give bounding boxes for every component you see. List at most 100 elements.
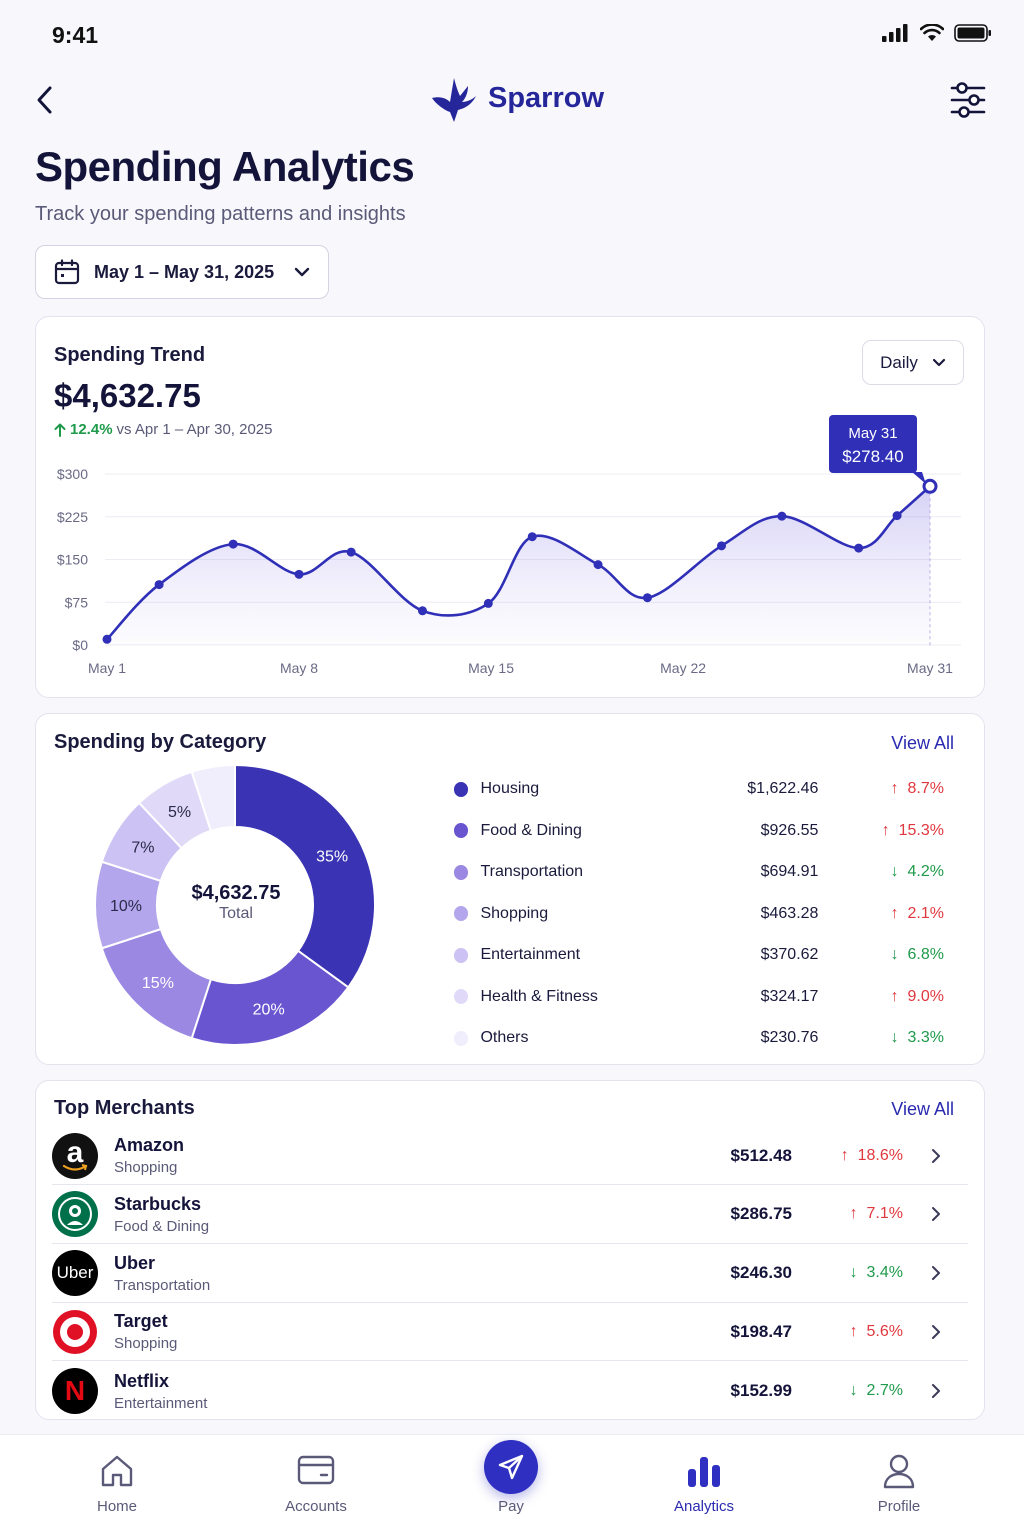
category-change-value: 8.7% <box>907 780 944 797</box>
arrow-down-icon: ↓ <box>849 1382 858 1400</box>
spending-by-category-card: Spending by Category View All 35% 20% 15% 1… <box>35 713 985 1065</box>
category-change: ↑ 2.1% <box>818 905 944 923</box>
back-button[interactable] <box>28 82 60 118</box>
tab-pay[interactable]: Pay <box>451 1435 571 1536</box>
category-row[interactable]: Housing $1,622.46 ↑ 8.7% <box>454 776 944 802</box>
target-logo-icon <box>52 1308 98 1355</box>
trend-total: $4,632.75 <box>54 377 201 414</box>
tab-label: Home <box>96 1498 137 1515</box>
tab-home[interactable]: Home <box>57 1435 177 1536</box>
merchant-row[interactable]: Uber Uber Transportation $246.30 ↓ 3.4% <box>52 1245 968 1303</box>
tab-label: Pay <box>498 1498 524 1515</box>
tab-label: Accounts <box>285 1498 347 1515</box>
category-amount: $230.76 <box>760 1029 819 1046</box>
donut-slice-label: 15% <box>142 975 174 992</box>
wifi-icon <box>920 24 944 41</box>
bottom-tab-bar: Home Accounts Pay Analytics Prof <box>0 1434 1024 1536</box>
category-row[interactable]: Shopping $463.28 ↑ 2.1% <box>454 901 944 927</box>
category-change: ↑ 15.3% <box>818 822 944 840</box>
category-row[interactable]: Health & Fitness $324.17 ↑ 9.0% <box>454 984 944 1010</box>
page-title: Spending Analytics <box>35 143 415 190</box>
y-tick-label: $300 <box>57 466 88 482</box>
category-name: Others <box>480 1029 529 1046</box>
chevron-right-icon <box>903 1206 941 1222</box>
merchant-category: Food & Dining <box>114 1217 210 1235</box>
spending-trend-card: $300 $225 $150 $75 $0 May 1 May 8 May 15 May 22 M… <box>35 316 985 698</box>
trend-point <box>854 543 864 553</box>
category-title: Spending by Category <box>54 731 267 753</box>
category-name: Health & Fitness <box>480 987 598 1005</box>
merchant-row[interactable]: Target Shopping $198.47 ↑ 5.6% <box>52 1303 968 1362</box>
trend-point <box>417 606 427 616</box>
category-row[interactable]: Food & Dining $926.55 ↑ 15.3% <box>454 818 944 844</box>
category-name: Food & Dining <box>480 821 582 839</box>
trend-point <box>892 511 902 521</box>
trend-point <box>527 532 537 542</box>
arrow-up-icon: ↑ <box>849 1322 858 1340</box>
category-row[interactable]: Others $230.76 ↓ 3.3% <box>454 1025 944 1051</box>
category-donut-chart: 35% 20% 15% 10% 7% 5% <box>94 764 376 1046</box>
tooltip-pointer <box>912 472 926 484</box>
date-range-picker[interactable]: May 1 – May 31, 2025 <box>35 245 329 299</box>
sparrow-logo-icon <box>432 78 476 122</box>
category-name: Shopping <box>480 904 549 922</box>
merchants-view-all-link[interactable]: View All <box>891 1099 954 1119</box>
category-color-dot <box>454 947 469 963</box>
trend-line <box>105 485 932 641</box>
merchant-row[interactable]: Starbucks Food & Dining $286.75 ↑ 7.1% <box>52 1186 968 1244</box>
merchant-amount: $286.75 <box>730 1204 792 1224</box>
merchant-text: Uber Transportation <box>114 1253 674 1294</box>
merchant-change: ↑ 18.6% <box>792 1147 903 1165</box>
trend-point <box>777 511 787 521</box>
granularity-select[interactable]: Daily <box>862 340 964 385</box>
merchant-row[interactable]: N Netflix Entertainment $152.99 ↓ 2.7% <box>52 1362 968 1420</box>
merchant-change-value: 5.6% <box>866 1322 903 1340</box>
category-change: ↑ 9.0% <box>818 988 944 1006</box>
category-change: ↑ 8.7% <box>818 780 944 798</box>
donut-slice-label: 5% <box>168 804 191 821</box>
trend-point <box>593 560 603 570</box>
arrow-down-icon: ↓ <box>849 1264 858 1282</box>
arrow-up-icon: ↑ <box>890 904 899 922</box>
merchant-amount: $152.99 <box>730 1381 792 1401</box>
category-view-all-link[interactable]: View All <box>891 733 954 753</box>
pay-button[interactable] <box>484 1440 538 1494</box>
trend-change-text: vs Apr 1 – Apr 30, 2025 <box>116 421 273 438</box>
page-subtitle: Track your spending patterns and insight… <box>35 203 406 225</box>
arrow-up-icon: ↑ <box>890 987 899 1005</box>
amazon-logo-text: a <box>66 1135 84 1169</box>
filter-button[interactable] <box>950 80 986 120</box>
category-color-dot <box>454 906 469 921</box>
donut-slice <box>234 764 376 989</box>
merchant-change-value: 3.4% <box>866 1264 903 1282</box>
tooltip-value: $278.40 <box>842 447 903 466</box>
merchant-row[interactable]: a Amazon Shopping $512.48 ↑ 18.6% <box>52 1127 968 1185</box>
merchant-category: Transportation <box>114 1276 211 1294</box>
category-change-value: 2.1% <box>907 904 944 922</box>
trend-point <box>346 547 356 557</box>
merchant-amount: $246.30 <box>730 1263 792 1283</box>
tab-profile[interactable]: Profile <box>839 1435 959 1536</box>
sliders-icon <box>950 82 986 118</box>
top-merchants-card: Top Merchants View All a Amazon Shopping $5… <box>35 1080 985 1420</box>
y-tick-label: $75 <box>65 594 89 610</box>
merchant-name: Netflix <box>114 1370 170 1391</box>
x-tick-label: May 8 <box>280 660 318 676</box>
merchant-name: Target <box>114 1311 168 1332</box>
category-change: ↓ 4.2% <box>818 863 944 881</box>
category-change-value: 4.2% <box>907 863 944 880</box>
category-row[interactable]: Transportation $694.91 ↓ 4.2% <box>454 859 944 885</box>
brand-name: Sparrow <box>488 81 605 114</box>
tab-accounts[interactable]: Accounts <box>256 1435 376 1536</box>
trend-change-pct: 12.4% <box>70 421 113 438</box>
category-change: ↓ 3.3% <box>818 1029 944 1047</box>
category-row[interactable]: Entertainment $370.62 ↓ 6.8% <box>454 942 944 968</box>
y-tick-label: $0 <box>72 637 88 653</box>
x-tick-label: May 15 <box>468 660 514 676</box>
tab-analytics[interactable]: Analytics <box>644 1435 764 1536</box>
category-color-dot <box>454 781 469 797</box>
arrow-down-icon: ↓ <box>890 1029 899 1046</box>
donut-slice-label: 10% <box>110 898 142 915</box>
trend-point <box>717 541 727 551</box>
donut-slice-label: 20% <box>253 1002 285 1019</box>
